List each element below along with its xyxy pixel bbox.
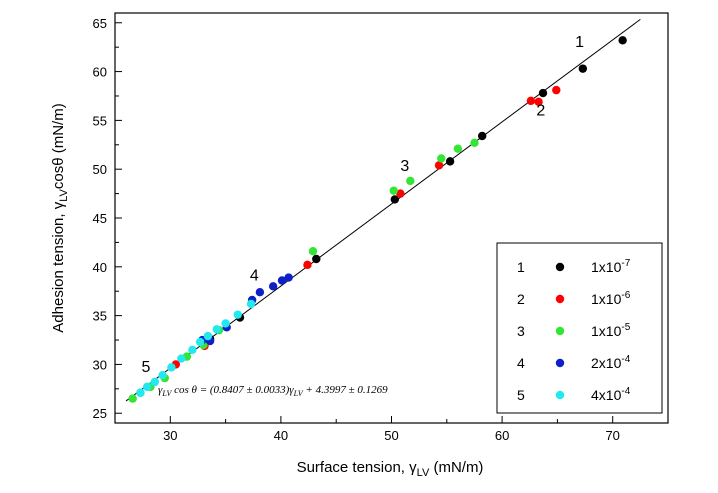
x-tick-label: 50 [384,428,398,443]
equation-part: γ [289,384,294,396]
data-point-series-5 [177,354,186,363]
legend-marker [555,262,565,272]
data-point-series-2 [303,260,312,270]
equation-part: + 4.3997 ± 0.1269 [303,384,388,396]
legend-number: 4 [517,355,525,371]
data-point-series-5 [246,299,256,309]
x-tick-label: 70 [605,428,619,443]
y-tick-label: 50 [93,162,107,177]
x-axis-title: Surface tension, γLV (mN/m) [297,459,484,479]
x-tick-label: 40 [274,428,288,443]
data-point-series-2 [552,85,561,95]
data-point-series-3 [453,144,463,153]
legend-marker [555,358,565,368]
y-axis-title-sub: LV [58,188,70,201]
fit-equation: γLV cos θ = (0.8407 ± 0.0033)γLV + 4.399… [158,384,388,398]
data-point-series-3 [470,138,479,148]
legend-label: 1x10-6 [591,290,631,307]
y-axis-title-tail: cosθ (mN/m) [50,103,67,189]
x-axis-title-sub: LV [417,467,430,479]
legend-label: 1x10-5 [591,322,631,339]
legend-number: 3 [517,323,525,339]
legend-marker [555,326,565,336]
data-points [128,36,627,403]
legend-marker [555,390,565,400]
data-point-series-4 [268,282,278,291]
x-axis: 30 40 50 60 70 [114,416,669,443]
data-point-series-1 [445,157,455,166]
x-axis-title-tail: (mN/m) [429,459,483,476]
data-point-series-5 [150,377,160,387]
y-tick-label: 25 [93,406,107,421]
legend-label: 2x10-4 [591,354,631,371]
series-annotations: 1 2 3 4 5 [142,34,585,376]
data-point-series-1 [618,36,627,45]
data-point-series-5 [233,310,242,319]
y-tick-label: 55 [93,113,107,128]
data-point-series-4 [255,287,265,297]
data-point-series-2 [396,189,405,198]
legend-label: 4x10-4 [591,386,631,403]
data-point-series-1 [312,254,321,264]
legend-number: 2 [517,291,525,307]
y-tick-label: 40 [93,260,107,275]
data-point-series-4 [284,273,293,282]
series-annotation-1: 1 [575,34,584,51]
data-point-series-5 [158,370,167,380]
data-point-series-5 [188,345,197,354]
data-point-series-5 [212,325,221,334]
data-point-series-5 [195,337,205,347]
x-tick-label: 30 [163,428,177,443]
series-annotation-2: 2 [536,103,545,120]
y-tick-label: 45 [93,211,107,226]
y-tick-label: 30 [93,357,107,372]
y-tick-label: 60 [93,65,107,80]
data-point-series-2 [534,97,543,107]
data-point-series-3 [437,154,446,163]
data-point-series-2 [434,161,444,170]
equation-part: cos θ = (0.8407 ± 0.0033) [171,384,289,396]
data-point-series-3 [406,176,415,186]
data-point-series-5 [136,388,145,397]
data-point-series-5 [142,382,152,392]
legend: 1 1x10-7 2 1x10-6 3 1x10-5 4 2x10-4 5 4x10-4 [496,242,663,414]
y-axis-title: Adhesion tension, γLVcosθ (mN/m) [50,103,70,332]
legend-box [496,242,663,414]
y-tick-label: 65 [93,16,107,31]
y-tick-label: 35 [93,309,107,324]
series-annotation-3: 3 [400,158,409,175]
equation-part: LV [293,389,304,398]
legend-label: 1x10-7 [591,258,631,275]
data-point-series-1 [578,64,588,73]
data-point-series-5 [167,363,176,372]
data-point-series-3 [128,394,137,403]
equation-part: γ [158,384,163,396]
series-annotation-4: 4 [250,267,259,284]
data-point-series-3 [308,246,318,256]
legend-marker [555,294,565,304]
data-point-series-5 [203,331,213,341]
data-point-series-4 [277,276,287,285]
y-axis: 25 30 35 40 45 50 55 60 65 [93,16,122,421]
data-point-series-2 [526,96,536,106]
x-tick-label: 60 [495,428,509,443]
data-point-series-1 [477,131,487,141]
y-axis-title-main: Adhesion tension, γ [50,201,67,332]
data-point-series-3 [389,186,398,195]
equation-part: LV [161,389,172,398]
series-annotation-5: 5 [142,359,151,376]
data-point-series-5 [221,319,230,328]
x-axis-title-main: Surface tension, γ [297,459,418,476]
data-point-series-1 [538,88,548,98]
legend-number: 5 [517,387,525,403]
legend-number: 1 [517,259,525,275]
data-point-series-1 [390,195,400,204]
